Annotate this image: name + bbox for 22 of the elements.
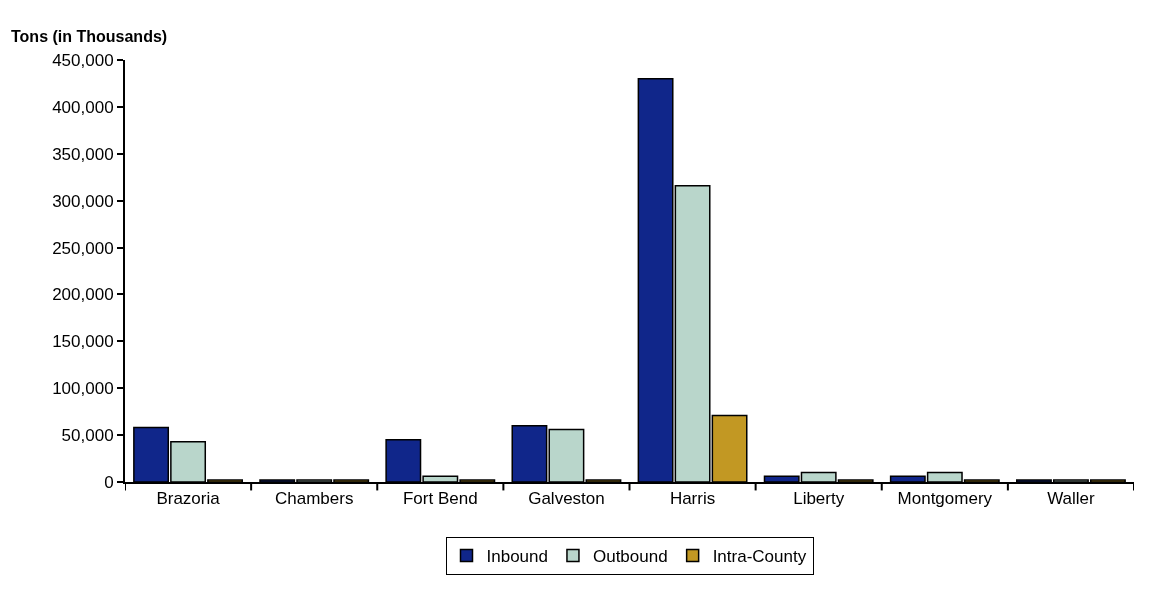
y-tick-label: 400,000: [52, 97, 114, 117]
y-tick-label: 150,000: [52, 332, 114, 352]
y-axis-title: Tons (in Thousands): [11, 28, 168, 45]
legend-label: Outbound: [592, 547, 668, 567]
y-tick-label: 450,000: [52, 50, 114, 70]
y-tick-label: 250,000: [52, 238, 114, 258]
x-tick-label: Fort Bend: [402, 489, 478, 509]
legend-label: Inbound: [486, 547, 548, 567]
x-tick-label: Chambers: [274, 489, 354, 509]
x-tick-label: Harris: [669, 489, 716, 509]
y-tick-label: 200,000: [52, 285, 114, 305]
y-tick-label: 300,000: [52, 191, 114, 211]
x-tick-label: Montgomery: [897, 489, 993, 509]
y-tick-label: 0: [104, 472, 114, 492]
x-tick-label: Brazoria: [156, 489, 221, 509]
y-tick-label: 350,000: [52, 144, 114, 164]
x-tick-label: Galveston: [528, 489, 605, 509]
x-tick-label: Waller: [1047, 489, 1096, 509]
x-tick-label: Liberty: [793, 489, 845, 509]
legend-label: Intra-County: [712, 547, 807, 567]
y-tick-label: 100,000: [52, 379, 114, 399]
y-tick-label: 50,000: [61, 426, 114, 446]
